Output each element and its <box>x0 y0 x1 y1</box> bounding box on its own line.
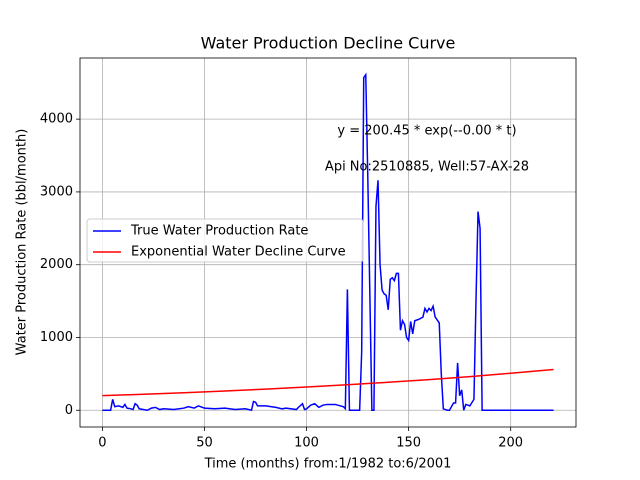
x-tick-label: 100 <box>294 436 319 451</box>
x-tick-label: 0 <box>98 436 106 451</box>
legend-label: True Water Production Rate <box>130 224 308 239</box>
annotation: Api No:2510885, Well:57-AX-28 <box>325 160 529 175</box>
y-tick-label: 3000 <box>40 184 73 199</box>
y-tick-label: 4000 <box>40 112 73 127</box>
y-axis-label: Water Production Rate (bbl/month) <box>15 129 30 356</box>
series-line <box>102 72 554 412</box>
annotation: y = 200.45 * exp(--0.00 * t) <box>337 124 516 139</box>
legend-label: Exponential Water Decline Curve <box>131 245 346 260</box>
axes-frame <box>79 57 577 428</box>
y-tick-label: 0 <box>65 403 73 418</box>
x-tick-label: 50 <box>196 436 213 451</box>
x-tick-label: 200 <box>498 436 523 451</box>
y-tick-label: 1000 <box>40 330 73 345</box>
y-tick-label: 2000 <box>40 257 73 272</box>
series-line <box>102 368 554 397</box>
chart-title: Water Production Decline Curve <box>201 34 456 53</box>
legend-box <box>86 218 364 263</box>
x-tick-label: 150 <box>396 436 421 451</box>
x-axis-label: Time (months) from:1/1982 to:6/2001 <box>204 457 452 472</box>
